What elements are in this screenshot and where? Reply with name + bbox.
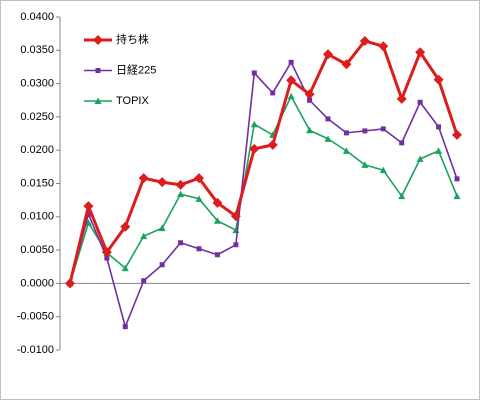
marker [417,99,423,105]
legend-marker [94,97,102,104]
marker [177,190,185,198]
marker [65,278,75,289]
y-tick-label: -0.0100 [17,344,54,356]
marker [157,177,168,188]
marker [359,35,370,46]
marker [213,217,221,224]
legend-label: 持ち株 [116,32,149,46]
marker [249,143,260,154]
marker [378,41,389,52]
marker [101,247,112,258]
y-tick-label: 0.0200 [20,144,54,156]
marker [175,179,186,190]
marker [416,155,424,162]
marker [361,161,369,168]
series-line [69,95,458,284]
marker [84,219,92,226]
y-tick-label: -0.0050 [17,311,54,323]
marker [288,59,294,65]
marker [178,240,184,246]
marker [230,211,241,222]
marker [214,252,220,258]
marker [141,278,147,284]
y-tick-label: 0.0250 [20,111,54,123]
marker [267,139,278,150]
marker [158,224,166,232]
marker [453,192,461,200]
marker [398,192,406,200]
legend-label: TOPIX [116,95,149,107]
marker [251,70,257,76]
legend-label: 日経225 [116,63,156,76]
marker [138,173,149,184]
marker [325,116,331,122]
marker [83,201,94,212]
legend-marker [93,35,103,45]
marker [104,255,110,261]
marker [194,173,204,184]
y-tick-label: 0.0100 [20,211,54,223]
marker [435,147,443,154]
series-line [68,39,459,284]
marker [452,129,462,140]
marker [233,242,239,248]
marker [380,126,386,132]
marker [396,93,407,104]
marker [304,89,315,100]
legend-marker [95,68,101,73]
marker [196,246,202,252]
marker [342,147,350,154]
marker [122,324,128,330]
marker [121,264,129,272]
marker [159,262,165,268]
marker [454,176,460,182]
y-tick-label: 0.0150 [20,177,54,189]
marker [287,92,295,100]
marker [323,49,333,60]
marker [379,166,387,174]
marker [362,128,368,134]
y-tick-label: 0.0300 [20,78,54,90]
marker [306,126,314,134]
marker [140,232,148,240]
marker [212,197,223,208]
marker [85,211,91,217]
y-tick-label: 0.0350 [20,44,54,56]
marker [415,47,426,58]
marker [399,140,405,146]
marker [307,97,313,103]
y-tick-label: 0.0000 [20,277,54,289]
y-tick-label: 0.0050 [20,244,54,256]
marker [433,74,444,85]
marker [324,135,332,142]
marker [436,124,442,130]
marker [195,195,203,202]
marker [250,120,258,128]
marker [120,221,131,232]
y-tick-label: 0.0400 [20,11,54,23]
marker [341,59,352,70]
marker [343,130,349,136]
marker [286,75,297,86]
series-line [69,61,458,328]
marker [270,90,276,96]
